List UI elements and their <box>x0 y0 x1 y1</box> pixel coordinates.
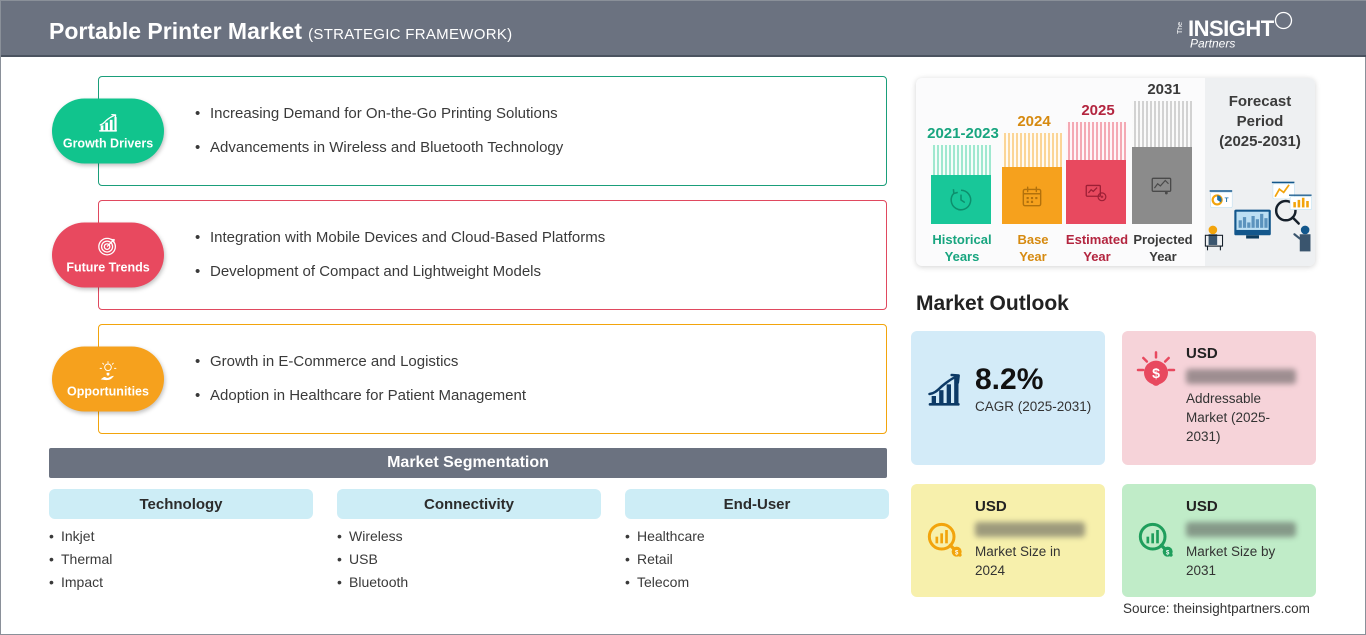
svg-text:T: T <box>1225 197 1229 204</box>
svg-text:The: The <box>1177 22 1184 34</box>
svg-text:$: $ <box>1152 366 1160 382</box>
svg-text:Partners: Partners <box>1190 37 1235 51</box>
